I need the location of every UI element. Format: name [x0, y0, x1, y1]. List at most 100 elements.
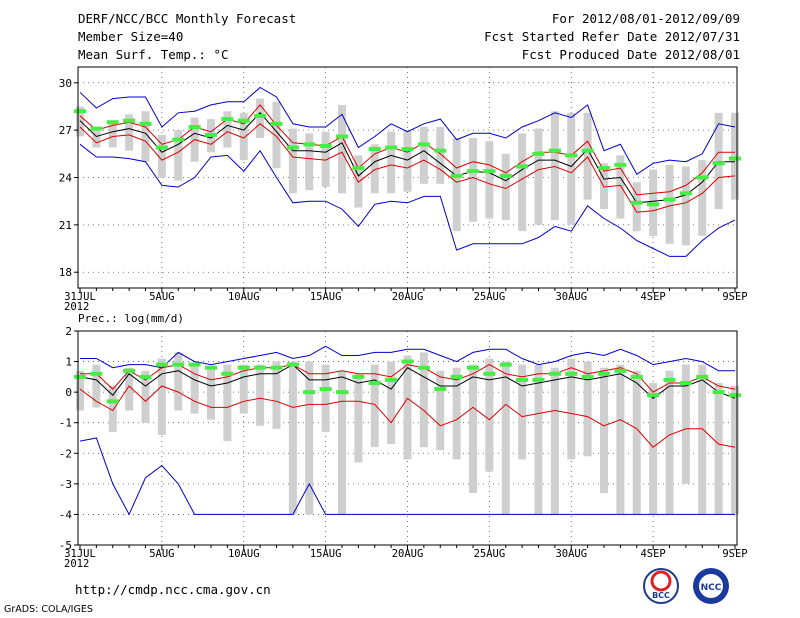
spread-box [141, 370, 150, 423]
variable-label: Mean Surf. Temp.: °C [78, 47, 229, 62]
median-marker [237, 118, 250, 123]
median-marker [647, 393, 660, 398]
year-label: 2012 [64, 558, 89, 570]
spread-box [600, 367, 608, 494]
spread-box [256, 364, 265, 426]
spread-box [469, 138, 477, 222]
x-tick-label: 4SEP [640, 548, 665, 560]
series-ensemble-mean [79, 363, 736, 399]
median-marker [303, 142, 316, 147]
median-marker [205, 365, 217, 370]
y-tick-label: 2 [65, 325, 72, 338]
median-marker [401, 147, 414, 152]
spread-box [436, 370, 445, 451]
median-marker [729, 156, 741, 161]
x-tick-label: 10AUG [228, 548, 260, 560]
median-marker [90, 371, 103, 376]
x-tick-label: 4SEP [640, 291, 665, 303]
median-marker [106, 399, 119, 404]
spread-box [403, 130, 412, 192]
median-marker [565, 371, 578, 376]
panel-1: 18 21 24 27 30 31JUL 5AUG 10AUG 15AUG 20AUG 25AUG 3… [59, 66, 748, 313]
forecast-produced: Fcst Produced Date 2012/08/01 [521, 47, 740, 62]
spread-box [649, 382, 658, 515]
median-marker [499, 173, 512, 178]
bcc-logo-text: BCC [652, 591, 670, 600]
x-tick-label: 25AUG [474, 291, 506, 303]
source-url[interactable]: http://cmdp.ncc.cma.gov.cn [75, 582, 271, 597]
x-tick-label: 9SEP [722, 548, 747, 560]
spread-box [616, 364, 625, 515]
spread-box [632, 370, 641, 515]
median-marker [532, 377, 545, 382]
spread-box [321, 364, 330, 432]
spread-box [108, 120, 117, 148]
median-marker [450, 374, 463, 379]
spread-box [387, 131, 396, 194]
median-marker [499, 362, 512, 367]
spread-box [632, 182, 641, 232]
y-tick-label: -1 [59, 417, 72, 430]
spread-box [583, 361, 592, 457]
median-marker [385, 145, 398, 150]
median-marker [696, 175, 709, 180]
series-ensemble-min [79, 143, 736, 257]
series-ensemble-mean [79, 112, 735, 204]
ncc-logo-inner [699, 574, 723, 598]
x-tick-label: 20AUG [392, 548, 424, 560]
spread-box [567, 358, 576, 460]
median-marker [581, 148, 594, 153]
spread-box [141, 111, 150, 162]
spread-box [452, 367, 461, 460]
median-marker [254, 365, 267, 370]
spread-box [452, 138, 461, 232]
spread-box [665, 370, 674, 515]
median-marker [729, 393, 741, 398]
median-marker [237, 365, 250, 370]
median-marker [647, 202, 660, 207]
median-marker [270, 365, 283, 370]
median-marker [139, 121, 152, 126]
y-tick-label: 24 [59, 172, 73, 185]
spread-box [370, 144, 379, 194]
median-marker [74, 374, 86, 379]
spread-box [731, 112, 739, 200]
forecast-started: Fcst Started Refer Date 2012/07/31 [484, 29, 740, 44]
median-marker [155, 362, 168, 367]
spread-box [681, 166, 690, 246]
median-marker [221, 117, 234, 122]
y-tick-label: 0 [65, 386, 72, 399]
spread-box [469, 364, 477, 494]
spread-box [714, 382, 723, 515]
median-marker [303, 390, 316, 395]
median-marker [205, 132, 217, 137]
spread-box [436, 126, 445, 184]
bcc-logo-ring [650, 570, 672, 592]
y-tick-label: -2 [59, 447, 72, 460]
median-marker [548, 371, 561, 376]
y-tick-label: 18 [59, 266, 72, 279]
median-marker [598, 166, 610, 171]
median-marker [286, 362, 299, 367]
series-ensemble-min [79, 437, 735, 516]
median-marker [385, 377, 398, 382]
median-marker [172, 137, 185, 142]
median-marker [712, 161, 725, 166]
x-tick-label: 9SEP [722, 291, 747, 303]
spread-box [288, 128, 297, 194]
y-tick-label: 27 [59, 124, 72, 137]
spread-box [239, 364, 248, 414]
median-marker [270, 121, 283, 126]
median-marker [614, 162, 627, 167]
spread-box [550, 111, 559, 221]
y-tick-label: -3 [59, 478, 72, 491]
y-tick-label: -5 [59, 539, 72, 552]
series-ensemble-max [80, 345, 735, 372]
spread-box [272, 101, 281, 169]
spread-box [534, 364, 543, 515]
median-marker [106, 120, 119, 125]
x-tick-label: 30AUG [555, 291, 587, 303]
spread-box [125, 367, 134, 411]
spread-box [239, 112, 248, 161]
